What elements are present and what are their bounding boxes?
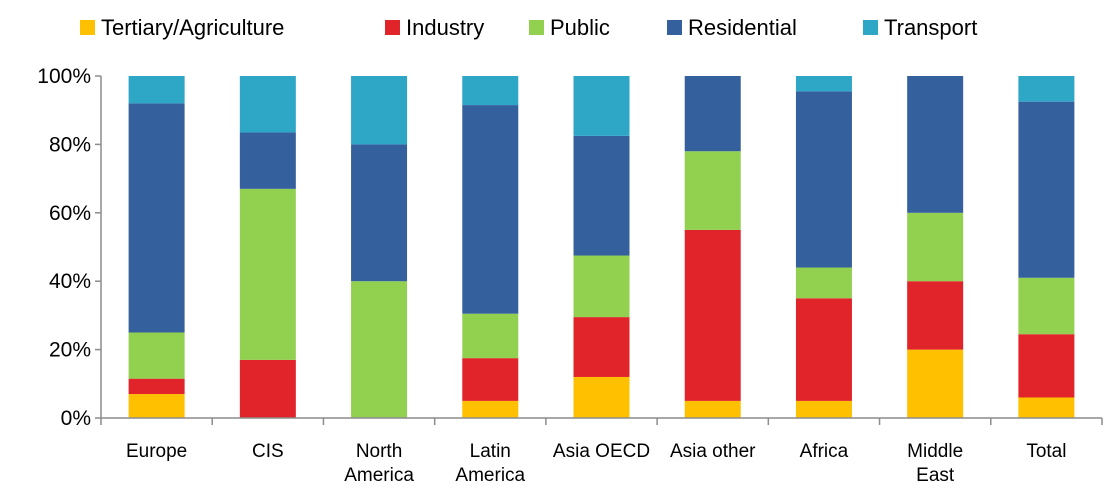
bar-segment-transport-total xyxy=(1018,76,1075,102)
bar-segment-tertiary-agriculture-europe xyxy=(128,394,185,418)
x-tick-label-africa: Africa xyxy=(800,441,849,462)
bar-segment-transport-europe xyxy=(128,76,185,104)
bar-segment-tertiary-agriculture-africa xyxy=(795,400,852,418)
y-tick-label: 60% xyxy=(49,202,91,225)
bar-segment-public-latin-america xyxy=(462,313,519,359)
bar-segment-transport-africa xyxy=(795,76,852,92)
legend-swatch-transport xyxy=(863,20,878,35)
legend-label-public: Public xyxy=(550,15,610,40)
x-tick-label-north-america: North America xyxy=(344,441,414,486)
bar-segment-transport-latin-america xyxy=(462,76,519,106)
x-tick-label-line: Middle xyxy=(907,441,963,462)
bar-segment-residential-europe xyxy=(128,103,185,333)
legend-label-transport: Transport xyxy=(884,15,977,40)
x-tick-label-line: Asia OECD xyxy=(553,441,650,462)
bar-segment-industry-europe xyxy=(128,378,185,395)
legend-swatch-residential xyxy=(667,20,682,35)
bar-segment-public-asia-other xyxy=(684,151,741,230)
bar-segment-industry-africa xyxy=(795,298,852,401)
y-tick-label: 40% xyxy=(49,270,91,293)
legend-label-tertiary-agriculture: Tertiary/Agriculture xyxy=(101,15,284,40)
x-tick-label-line: America xyxy=(344,465,414,486)
legend-label-industry: Industry xyxy=(406,15,484,40)
x-tick-label-asia-other: Asia other xyxy=(670,441,756,462)
x-tick-label-line: CIS xyxy=(252,441,284,462)
x-tick-label-latin-america: Latin America xyxy=(455,441,525,486)
bar-segment-residential-total xyxy=(1018,101,1075,278)
bar-segment-public-middle-east xyxy=(907,212,964,282)
bar-segment-residential-middle-east xyxy=(907,76,964,213)
x-tick-label-line: Latin xyxy=(470,441,511,462)
x-tick-label-line: North xyxy=(356,441,402,462)
x-tick-label-line: Total xyxy=(1026,441,1066,462)
x-tick-label-asia-oecd: Asia OECD xyxy=(553,441,650,462)
x-tick-label-europe: Europe xyxy=(126,441,187,462)
bar-segment-tertiary-agriculture-asia-other xyxy=(684,400,741,418)
bar-segment-residential-latin-america xyxy=(462,105,519,314)
bar-segment-residential-cis xyxy=(239,132,296,189)
bar-segment-transport-north-america xyxy=(351,76,408,145)
x-tick-label-middle-east: Middle East xyxy=(907,441,963,486)
x-axis: Europe CIS North America Latin America Asia OE… xyxy=(100,417,1103,486)
bar-segment-residential-africa xyxy=(795,91,852,268)
x-tick-label-line: East xyxy=(916,465,955,486)
bar-segment-public-africa xyxy=(795,267,852,299)
x-tick-label-line: Asia other xyxy=(670,441,756,462)
bar-segment-public-asia-oecd xyxy=(573,255,630,318)
bar-segment-residential-asia-other xyxy=(684,76,741,152)
bar-segment-transport-asia-oecd xyxy=(573,76,630,136)
bar-segment-industry-asia-other xyxy=(684,229,741,401)
bar-segment-tertiary-agriculture-middle-east xyxy=(907,349,964,418)
bar-segment-industry-total xyxy=(1018,334,1075,398)
bar-segment-public-north-america xyxy=(351,281,408,418)
x-tick-label-line: America xyxy=(455,465,525,486)
y-tick-label: 80% xyxy=(49,133,91,156)
y-tick-label: 100% xyxy=(37,65,91,88)
bar-segment-industry-middle-east xyxy=(907,281,964,350)
bar-segment-industry-latin-america xyxy=(462,358,519,401)
bar-segment-residential-asia-oecd xyxy=(573,135,630,256)
legend-swatch-tertiary-agriculture xyxy=(80,20,95,35)
x-tick-label-line: Europe xyxy=(126,441,187,462)
legend-swatch-public xyxy=(529,20,544,35)
bar-segment-tertiary-agriculture-asia-oecd xyxy=(573,376,630,418)
legend: Tertiary/Agriculture Industry Public Reside… xyxy=(80,15,977,40)
bar-segment-industry-asia-oecd xyxy=(573,317,630,377)
bar-segment-industry-cis xyxy=(239,359,296,418)
bar-segment-residential-north-america xyxy=(351,144,408,282)
bars xyxy=(128,76,1075,418)
legend-label-residential: Residential xyxy=(688,15,797,40)
bar-segment-public-total xyxy=(1018,277,1075,335)
y-axis: 0% 20% 40% 60% 80% 100% xyxy=(37,65,102,430)
x-tick-label-cis: CIS xyxy=(252,441,284,462)
x-tick-label-total: Total xyxy=(1026,441,1066,462)
legend-swatch-industry xyxy=(385,20,400,35)
bar-segment-public-cis xyxy=(239,188,296,360)
bar-segment-tertiary-agriculture-total xyxy=(1018,397,1075,418)
bar-segment-public-europe xyxy=(128,332,185,379)
y-tick-label: 20% xyxy=(49,339,91,362)
bar-segment-transport-cis xyxy=(239,76,296,133)
y-tick-label: 0% xyxy=(61,407,91,430)
x-tick-label-line: Africa xyxy=(800,441,849,462)
bar-segment-tertiary-agriculture-latin-america xyxy=(462,400,519,418)
